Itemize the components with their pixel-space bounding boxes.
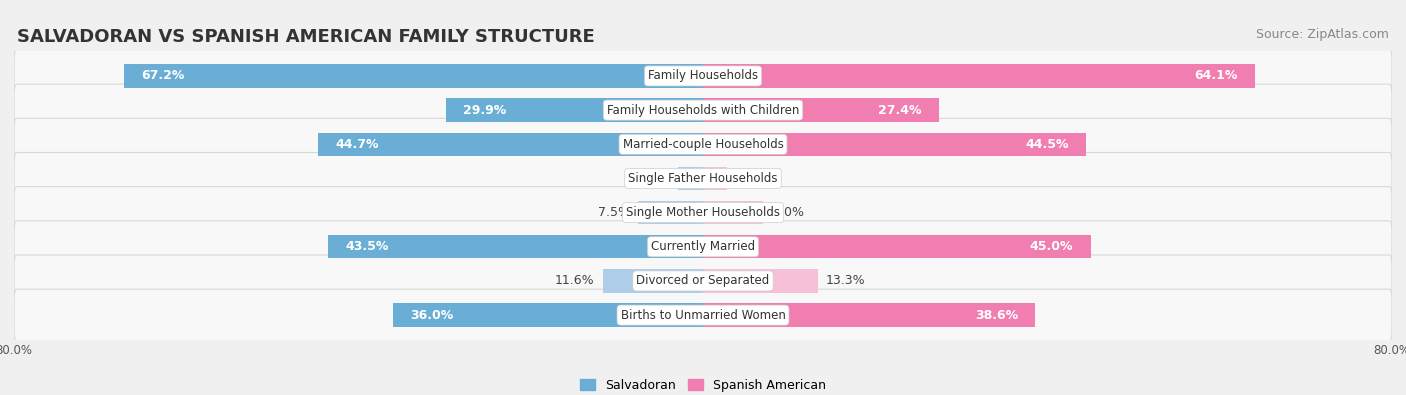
Text: 36.0%: 36.0% <box>411 308 454 322</box>
FancyBboxPatch shape <box>14 118 1392 170</box>
Text: Single Mother Households: Single Mother Households <box>626 206 780 219</box>
Text: Currently Married: Currently Married <box>651 240 755 253</box>
Text: Family Households with Children: Family Households with Children <box>607 103 799 117</box>
Text: 7.5%: 7.5% <box>598 206 630 219</box>
Text: 38.6%: 38.6% <box>976 308 1018 322</box>
Text: 64.1%: 64.1% <box>1195 70 1237 83</box>
Text: Divorced or Separated: Divorced or Separated <box>637 275 769 288</box>
Text: 2.9%: 2.9% <box>638 172 669 185</box>
Text: 44.5%: 44.5% <box>1025 138 1069 151</box>
Legend: Salvadoran, Spanish American: Salvadoran, Spanish American <box>575 374 831 395</box>
Text: Single Father Households: Single Father Households <box>628 172 778 185</box>
Text: 44.7%: 44.7% <box>335 138 378 151</box>
FancyBboxPatch shape <box>14 187 1392 239</box>
Text: Married-couple Households: Married-couple Households <box>623 138 783 151</box>
Bar <box>124 64 703 88</box>
Bar <box>703 303 1035 327</box>
Text: 7.0%: 7.0% <box>772 206 804 219</box>
Text: Births to Unmarried Women: Births to Unmarried Women <box>620 308 786 322</box>
Text: 2.8%: 2.8% <box>735 172 768 185</box>
FancyBboxPatch shape <box>14 255 1392 307</box>
Bar <box>703 133 1087 156</box>
FancyBboxPatch shape <box>14 50 1392 102</box>
Bar <box>392 303 703 327</box>
Bar <box>703 235 1091 258</box>
Text: 11.6%: 11.6% <box>555 275 595 288</box>
Text: 45.0%: 45.0% <box>1029 240 1073 253</box>
Bar <box>446 98 703 122</box>
Text: 29.9%: 29.9% <box>463 103 506 117</box>
FancyBboxPatch shape <box>14 289 1392 341</box>
Text: 43.5%: 43.5% <box>346 240 389 253</box>
Bar <box>678 167 703 190</box>
Text: SALVADORAN VS SPANISH AMERICAN FAMILY STRUCTURE: SALVADORAN VS SPANISH AMERICAN FAMILY ST… <box>17 28 595 46</box>
Text: Family Households: Family Households <box>648 70 758 83</box>
FancyBboxPatch shape <box>14 221 1392 273</box>
Bar <box>703 167 727 190</box>
FancyBboxPatch shape <box>14 84 1392 136</box>
Bar <box>318 133 703 156</box>
Text: 67.2%: 67.2% <box>142 70 184 83</box>
Text: Source: ZipAtlas.com: Source: ZipAtlas.com <box>1256 28 1389 41</box>
Text: 13.3%: 13.3% <box>827 275 866 288</box>
Text: 27.4%: 27.4% <box>879 103 922 117</box>
Bar <box>703 98 939 122</box>
Bar <box>703 269 817 293</box>
FancyBboxPatch shape <box>14 152 1392 204</box>
Bar <box>638 201 703 224</box>
Bar <box>703 201 763 224</box>
Bar <box>703 64 1256 88</box>
Bar <box>329 235 703 258</box>
Bar <box>603 269 703 293</box>
